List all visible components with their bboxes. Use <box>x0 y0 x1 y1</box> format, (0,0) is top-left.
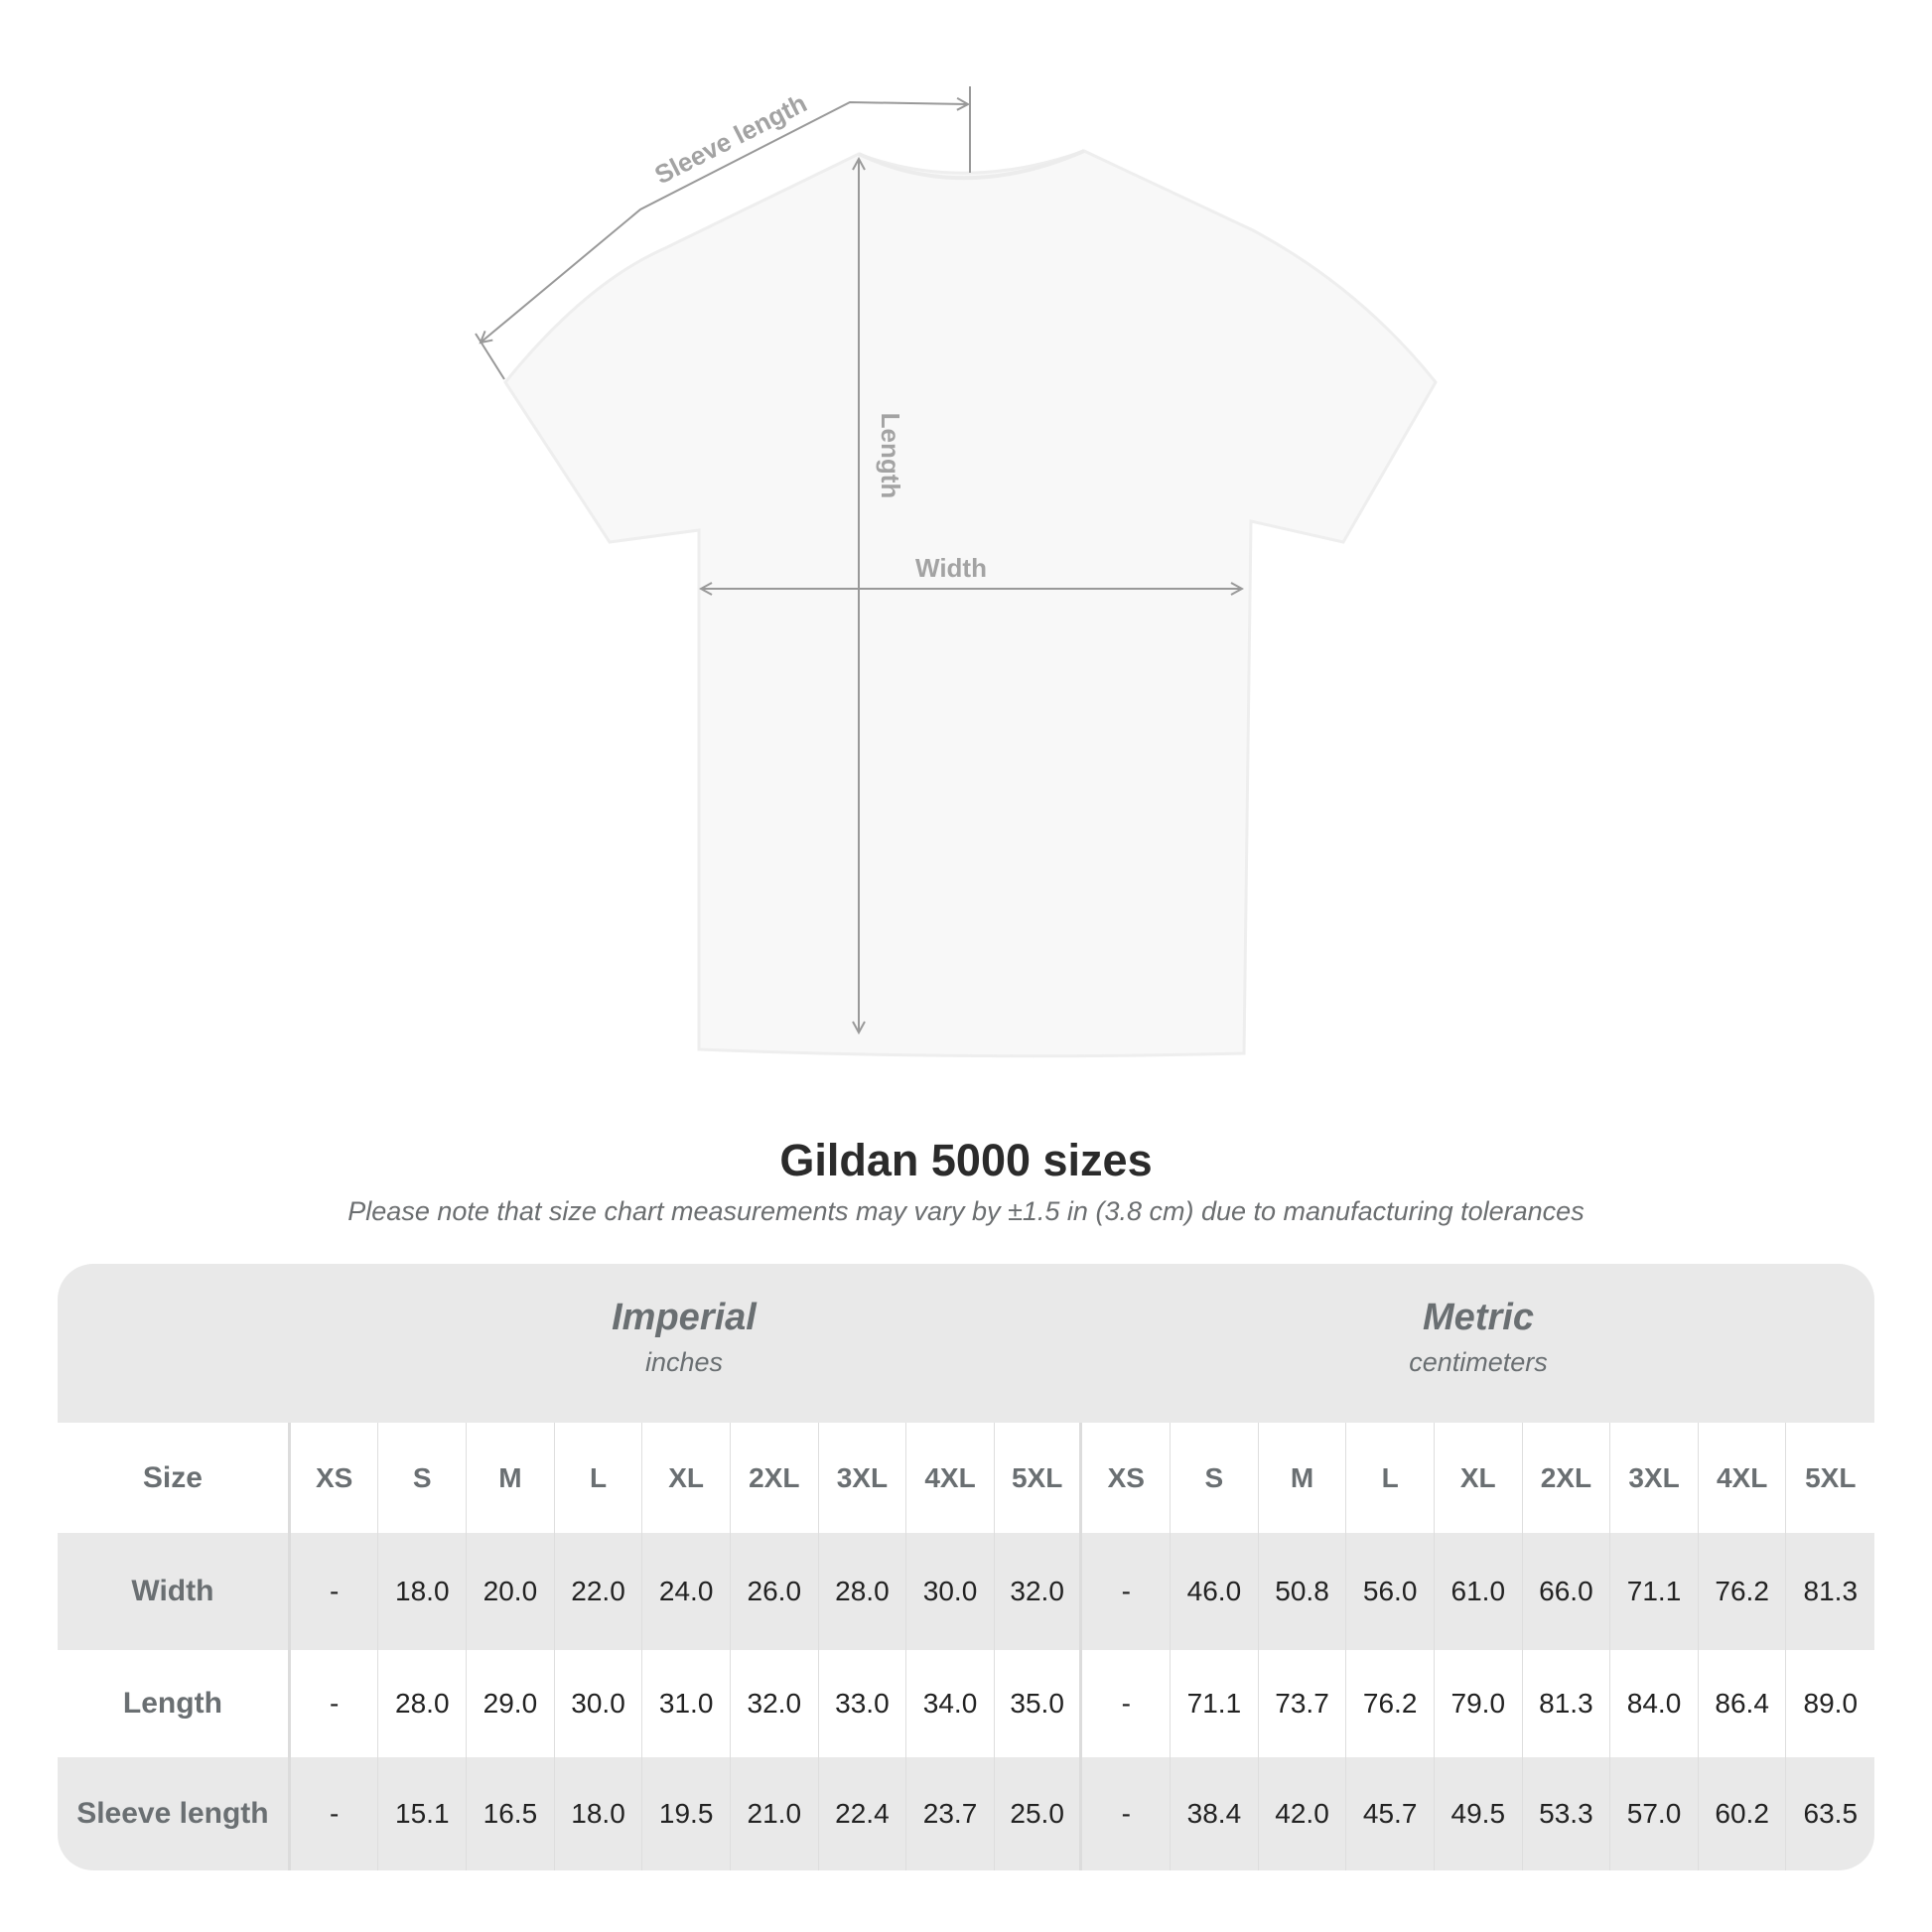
size-metric-header: 5XL <box>1805 1461 1857 1493</box>
row-label: Width <box>58 1533 291 1650</box>
metric-value-cell: 81.3 <box>1803 1576 1859 1606</box>
metric-value-cell: 45.7 <box>1346 1757 1435 1870</box>
metric-value-cell: - <box>1082 1650 1172 1757</box>
metric-unit: centimeters <box>1409 1347 1548 1377</box>
imperial-value-cell: - <box>291 1533 379 1650</box>
imperial-value-cell: 35.0 <box>995 1650 1083 1757</box>
imperial-value-cell: 31.0 <box>642 1650 731 1757</box>
size-imperial-header: 3XL <box>819 1423 907 1533</box>
size-imperial-header: L <box>555 1423 643 1533</box>
imperial-value-cell: 24.0 <box>642 1533 731 1650</box>
width-label: Width <box>915 553 987 583</box>
size-metric-header: 2XL <box>1523 1423 1611 1533</box>
size-metric-header: S <box>1171 1423 1259 1533</box>
metric-value-cell: 76.2 <box>1346 1650 1435 1757</box>
metric-value-cell: - <box>1082 1757 1172 1870</box>
size-metric-header: 4XL <box>1699 1423 1787 1533</box>
size-imperial-header: 4XL <box>906 1423 995 1533</box>
metric-value-cell: 76.2 <box>1699 1533 1787 1650</box>
imperial-value-cell: 18.0 <box>555 1757 643 1870</box>
metric-group-header: Metric centimeters <box>1082 1264 1874 1423</box>
imperial-value-cell: 18.0 <box>378 1533 468 1650</box>
size-imperial-header: XS <box>291 1423 379 1533</box>
size-metric-header: 3XL <box>1610 1423 1699 1533</box>
imperial-unit: inches <box>644 1347 724 1377</box>
table-row: Length -28.0 29.0 30.0 31.0 32.0 33.0 34.0 35.0-… <box>58 1650 1874 1757</box>
size-header-row: Size XS S M L XL 2XL 3XL 4XL 5XL XS S M L XL 2XL 3XL 4XL 5… <box>58 1423 1874 1533</box>
metric-value-cell: 46.0 <box>1171 1533 1259 1650</box>
imperial-value-cell: 29.0 <box>467 1650 555 1757</box>
size-metric-header: XL <box>1435 1423 1523 1533</box>
length-label: Length <box>876 413 905 499</box>
imperial-value-cell: - <box>291 1650 379 1757</box>
imperial-title: Imperial <box>612 1297 757 1338</box>
metric-title: Metric <box>1423 1297 1534 1338</box>
metric-value-cell: 56.0 <box>1346 1533 1435 1650</box>
row-label: Size <box>58 1423 291 1533</box>
imperial-value-cell: 22.4 <box>819 1757 907 1870</box>
size-metric-header: XS <box>1082 1423 1172 1533</box>
metric-value-cell: - <box>1082 1533 1172 1650</box>
sleeve-length-label: Sleeve length <box>649 88 811 191</box>
row-label: Sleeve length <box>58 1757 291 1870</box>
metric-value-cell: 57.0 <box>1610 1757 1699 1870</box>
metric-value-cell: 38.4 <box>1171 1757 1259 1870</box>
imperial-value-cell: 28.0 <box>819 1533 907 1650</box>
table-row: Width -18.0 20.0 22.0 24.0 26.0 28.0 30.0 32.0-4… <box>58 1533 1874 1650</box>
imperial-value-cell: 30.0 <box>555 1650 643 1757</box>
metric-value-cell: 79.0 <box>1435 1650 1523 1757</box>
size-imperial-header: 5XL <box>995 1423 1083 1533</box>
metric-value-cell: 63.5 <box>1803 1798 1859 1829</box>
metric-value-cell: 61.0 <box>1435 1533 1523 1650</box>
chart-title: Gildan 5000 sizes <box>779 1135 1153 1185</box>
tshirt-shape <box>503 149 1438 1058</box>
imperial-value-cell: 19.5 <box>642 1757 731 1870</box>
size-table: Imperial inches Metric centimeters Size X… <box>58 1264 1874 1870</box>
metric-value-cell: 86.4 <box>1699 1650 1787 1757</box>
size-imperial-header: XL <box>642 1423 731 1533</box>
metric-value-cell: 73.7 <box>1259 1650 1347 1757</box>
imperial-value-cell: 32.0 <box>731 1650 819 1757</box>
imperial-value-cell: 32.0 <box>995 1533 1083 1650</box>
imperial-value-cell: 26.0 <box>731 1533 819 1650</box>
imperial-value-cell: 25.0 <box>995 1757 1083 1870</box>
imperial-value-cell: 21.0 <box>731 1757 819 1870</box>
metric-value-cell: 42.0 <box>1259 1757 1347 1870</box>
metric-value-cell: 60.2 <box>1699 1757 1787 1870</box>
sleeve-measure-line <box>481 102 968 343</box>
metric-value-cell: 84.0 <box>1610 1650 1699 1757</box>
metric-value-cell: 81.3 <box>1523 1650 1611 1757</box>
imperial-value-cell: 30.0 <box>906 1533 995 1650</box>
metric-value-cell: 49.5 <box>1435 1757 1523 1870</box>
metric-value-cell: 71.1 <box>1171 1650 1259 1757</box>
imperial-value-cell: 23.7 <box>906 1757 995 1870</box>
imperial-value-cell: 20.0 <box>467 1533 555 1650</box>
imperial-value-cell: 16.5 <box>467 1757 555 1870</box>
table-row: Sleeve length -15.1 16.5 18.0 19.5 21.0 22.4 23… <box>58 1757 1874 1870</box>
metric-value-cell: 66.0 <box>1523 1533 1611 1650</box>
size-metric-header: M <box>1259 1423 1347 1533</box>
row-label: Length <box>58 1650 291 1757</box>
metric-value-cell: 89.0 <box>1803 1688 1859 1719</box>
size-imperial-header: M <box>467 1423 555 1533</box>
metric-value-cell: 50.8 <box>1259 1533 1347 1650</box>
metric-value-cell: 71.1 <box>1610 1533 1699 1650</box>
imperial-group-header: Imperial inches <box>288 1264 1080 1423</box>
imperial-value-cell: 15.1 <box>378 1757 468 1870</box>
imperial-value-cell: 28.0 <box>378 1650 468 1757</box>
metric-value-cell: 53.3 <box>1523 1757 1611 1870</box>
tolerance-note: Please note that size chart measurements… <box>347 1196 1585 1226</box>
tshirt-diagram: Sleeve length Length Width <box>475 86 1438 1058</box>
imperial-value-cell: 22.0 <box>555 1533 643 1650</box>
size-imperial-header: 2XL <box>731 1423 819 1533</box>
imperial-value-cell: 33.0 <box>819 1650 907 1757</box>
size-metric-header: L <box>1346 1423 1435 1533</box>
size-imperial-header: S <box>378 1423 468 1533</box>
imperial-value-cell: - <box>291 1757 379 1870</box>
imperial-value-cell: 34.0 <box>906 1650 995 1757</box>
